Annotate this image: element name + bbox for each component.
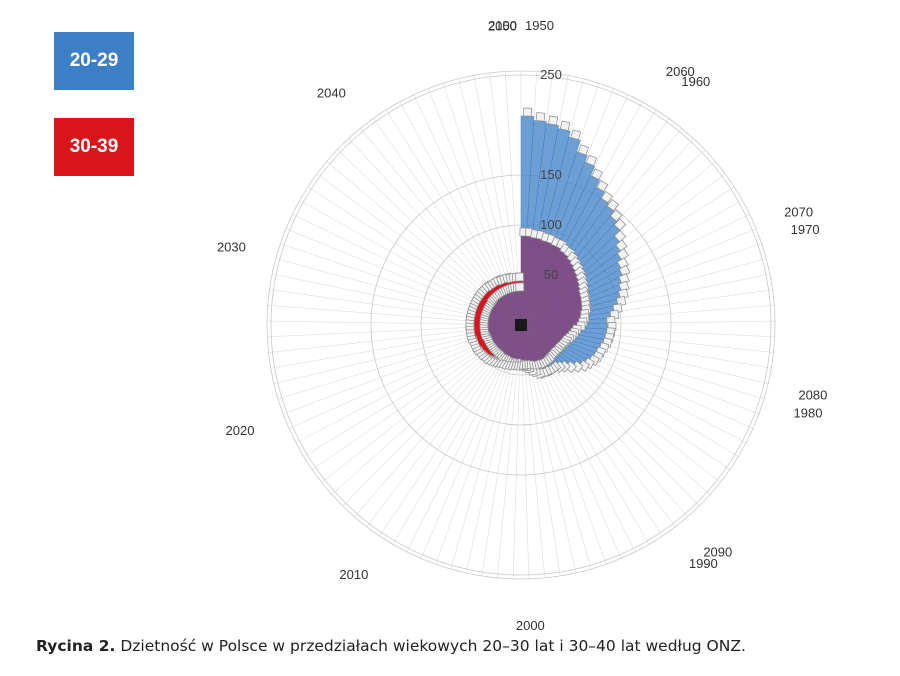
year-label: 2010 — [339, 567, 368, 582]
cap-20-29 — [591, 168, 603, 180]
year-label: 1980 — [794, 405, 823, 420]
year-label: 2020 — [226, 423, 255, 438]
caption-prefix: Rycina 2. — [36, 637, 116, 655]
cap-20-29 — [577, 144, 589, 156]
year-label: 1990 — [689, 556, 718, 571]
cap-20-29 — [523, 107, 533, 117]
cap-20-29 — [613, 230, 627, 243]
cap-20-29 — [559, 120, 571, 132]
caption-text: Dzietność w Polsce w przedziałach wiekow… — [115, 637, 746, 655]
cap-20-29 — [613, 218, 627, 231]
year-label: 2070 — [784, 204, 813, 219]
year-label: 2080 — [798, 387, 827, 402]
year-label: 1960 — [681, 74, 710, 89]
grid-ring — [270, 74, 772, 576]
cap-20-29 — [548, 115, 559, 126]
year-label: 2030 — [217, 240, 246, 255]
chart-caps — [465, 107, 631, 380]
year-label: 2000 — [516, 618, 545, 633]
cap-30-39 — [515, 272, 524, 282]
radial-tick-label: 150 — [540, 167, 562, 182]
year-label: 1950 — [525, 18, 554, 33]
radial-tick-label: 250 — [540, 67, 562, 82]
cap-20-29 — [515, 282, 525, 292]
chart-labels: 50 100 150 250 1950 1960 1970 1980 1990 2000 2010 2… — [217, 18, 827, 633]
year-label: 2040 — [317, 86, 346, 101]
cap-20-29 — [606, 198, 619, 212]
year-label: 2100 — [488, 18, 517, 33]
cap-20-29 — [600, 191, 613, 204]
legend-30-39: 30-39 — [54, 118, 134, 176]
grid-ring-outer — [266, 70, 776, 580]
center-marker — [515, 319, 527, 331]
radial-tick-label: 50 — [544, 267, 558, 282]
legend-label-20-29: 20-29 — [69, 50, 119, 71]
year-label: 2090 — [703, 544, 732, 559]
year-label: 2050 — [488, 19, 517, 34]
legend-label-30-39: 30-39 — [69, 136, 119, 157]
radial-tick-label: 100 — [540, 217, 562, 232]
cap-20-29 — [616, 248, 629, 261]
cap-20-29 — [585, 154, 598, 167]
legend-20-29: 20-29 — [54, 32, 134, 90]
year-label: 1970 — [791, 222, 820, 237]
cap-20-29 — [535, 112, 546, 122]
cap-20-29 — [570, 129, 582, 141]
cap-20-29 — [609, 209, 623, 222]
cap-20-29 — [615, 295, 627, 307]
figure-caption: Rycina 2. Dzietność w Polsce w przedział… — [36, 637, 746, 655]
year-label: 2060 — [666, 64, 695, 79]
cap-20-29 — [596, 180, 609, 192]
